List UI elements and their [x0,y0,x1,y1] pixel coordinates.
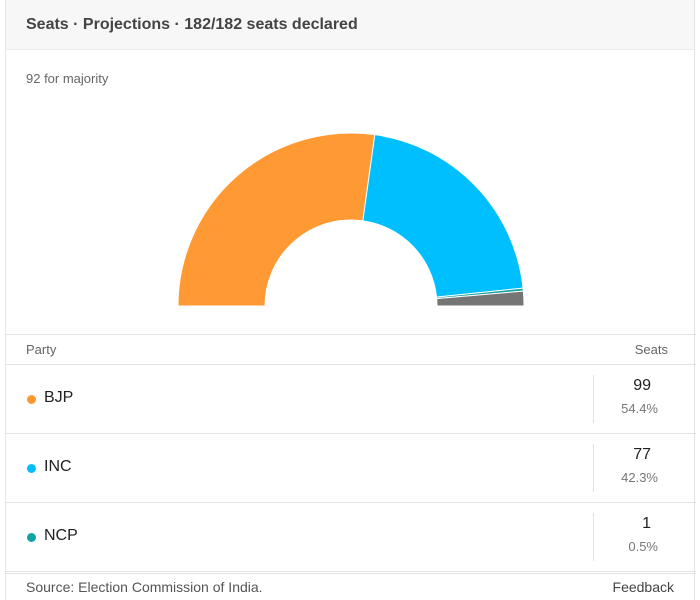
seat-percent: 54.4% [621,401,658,416]
party-name: INC [44,458,72,475]
seat-half-donut-chart [177,132,525,307]
party-name: BJP [44,389,74,406]
seats-widget: Seats · Projections · 182/182 seats decl… [5,0,696,600]
party-color-dot [27,464,36,473]
seat-count: 1 [642,515,651,532]
divider [593,375,594,423]
widget-footer: Source: Election Commission of India. Fe… [6,573,696,600]
divider [593,444,594,492]
table-header: Party Seats [6,334,696,365]
seat-percent: 0.5% [628,539,658,554]
seat-count: 77 [633,446,651,463]
seat-arc-other[interactable] [436,290,525,307]
feedback-link[interactable]: Feedback [612,579,674,595]
divider [593,513,594,561]
party-row-inc[interactable]: INC 77 42.3% [6,434,696,503]
seat-count: 99 [633,377,651,394]
widget-title: Seats · Projections · 182/182 seats decl… [26,15,358,33]
widget-header: Seats · Projections · 182/182 seats decl… [6,0,694,50]
party-color-dot [27,395,36,404]
seats-column-header: Seats [634,342,668,357]
source-text: Source: Election Commission of India. [26,579,263,595]
party-table: Party Seats BJP 99 54.4% INC 77 42.3% NC… [6,334,696,572]
party-row-ncp[interactable]: NCP 1 0.5% [6,503,696,572]
party-row-bjp[interactable]: BJP 99 54.4% [6,365,696,434]
party-column-header: Party [26,342,57,357]
party-name: NCP [44,527,78,544]
seat-arc-inc[interactable] [362,134,524,298]
majority-label: 92 for majority [26,71,109,86]
seat-arc-bjp[interactable] [177,132,376,307]
seat-percent: 42.3% [621,470,658,485]
party-color-dot [27,533,36,542]
